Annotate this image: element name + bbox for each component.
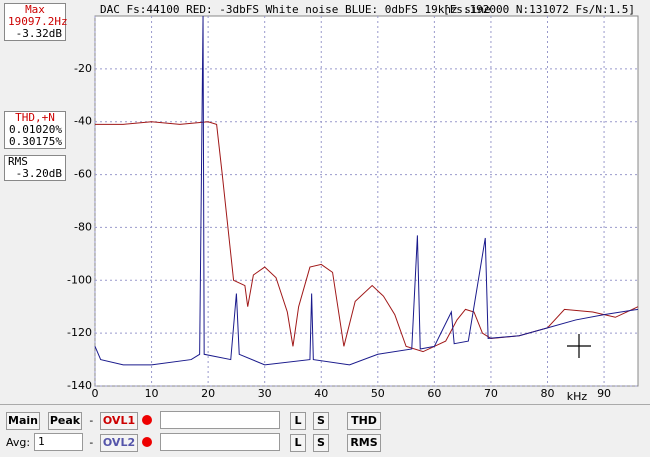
y-tick-label: -100	[67, 273, 92, 286]
thd-button[interactable]: THD	[347, 412, 381, 430]
value: -3.32dB	[15, 27, 62, 40]
label: Max	[25, 3, 45, 16]
x-tick-label: 70	[484, 387, 498, 400]
label: RMS	[8, 155, 28, 168]
thd-panel: THD,+N 0.01020% 0.30175%	[4, 111, 66, 149]
x-tick-label: 20	[201, 387, 215, 400]
x-axis-label: kHz	[567, 390, 588, 403]
ovl1-button[interactable]: OVL1	[100, 412, 138, 430]
value: -3.20dB	[15, 167, 62, 180]
avg-label: Avg:	[6, 436, 31, 449]
plot-area	[94, 15, 639, 387]
l-button[interactable]: L	[290, 434, 306, 452]
field[interactable]	[160, 433, 280, 451]
y-tick-label: -40	[74, 115, 92, 128]
series-line	[95, 121, 639, 353]
chart: -140 -120 -100 -80 -60 -40 -20 0 10 20 30 40 50 60 70 8…	[67, 15, 639, 403]
value: 0.30175%	[9, 135, 62, 148]
y-tick-label: -60	[74, 168, 92, 181]
y-tick-label: -120	[67, 326, 92, 339]
indicator	[142, 415, 152, 425]
x-tick-label: 40	[314, 387, 328, 400]
title: DAC Fs:44100 RED: -3dbFS White noise BLU…	[100, 3, 491, 16]
avg-select[interactable]: 1	[34, 433, 83, 451]
separator: -	[88, 436, 95, 449]
x-tick-label: 90	[597, 387, 611, 400]
x-tick-label: 0	[92, 387, 99, 400]
peak-button[interactable]: Peak	[48, 412, 82, 430]
s-button[interactable]: S	[313, 434, 329, 452]
indicator	[142, 437, 152, 447]
series-line	[94, 15, 639, 366]
x-tick-label: 50	[371, 387, 385, 400]
rms-button[interactable]: RMS	[347, 434, 381, 452]
x-tick-label: 60	[427, 387, 441, 400]
toolbar	[0, 404, 650, 457]
value: 19097.2Hz	[8, 15, 68, 28]
cursor	[567, 334, 591, 358]
label: THD,+N	[15, 111, 55, 124]
x-tick-label: 30	[258, 387, 272, 400]
info: [Fs:192000 N:131072 Fs/N:1.5]	[443, 3, 636, 16]
s-button[interactable]: S	[313, 412, 329, 430]
x-tick-label: 10	[145, 387, 159, 400]
max-panel: Max 19097.2Hz -3.32dB	[4, 3, 68, 41]
field[interactable]	[160, 411, 280, 429]
main-button[interactable]: Main	[6, 412, 40, 430]
l-button[interactable]: L	[290, 412, 306, 430]
separator: -	[88, 414, 95, 427]
y-tick-label: -140	[67, 379, 92, 392]
y-tick-label: -20	[74, 62, 92, 75]
y-tick-label: -80	[74, 220, 92, 233]
ovl2-button[interactable]: OVL2	[100, 434, 138, 452]
rms-panel: RMS -3.20dB	[4, 155, 66, 181]
x-tick-label: 80	[541, 387, 555, 400]
value: 0.01020%	[9, 123, 62, 136]
